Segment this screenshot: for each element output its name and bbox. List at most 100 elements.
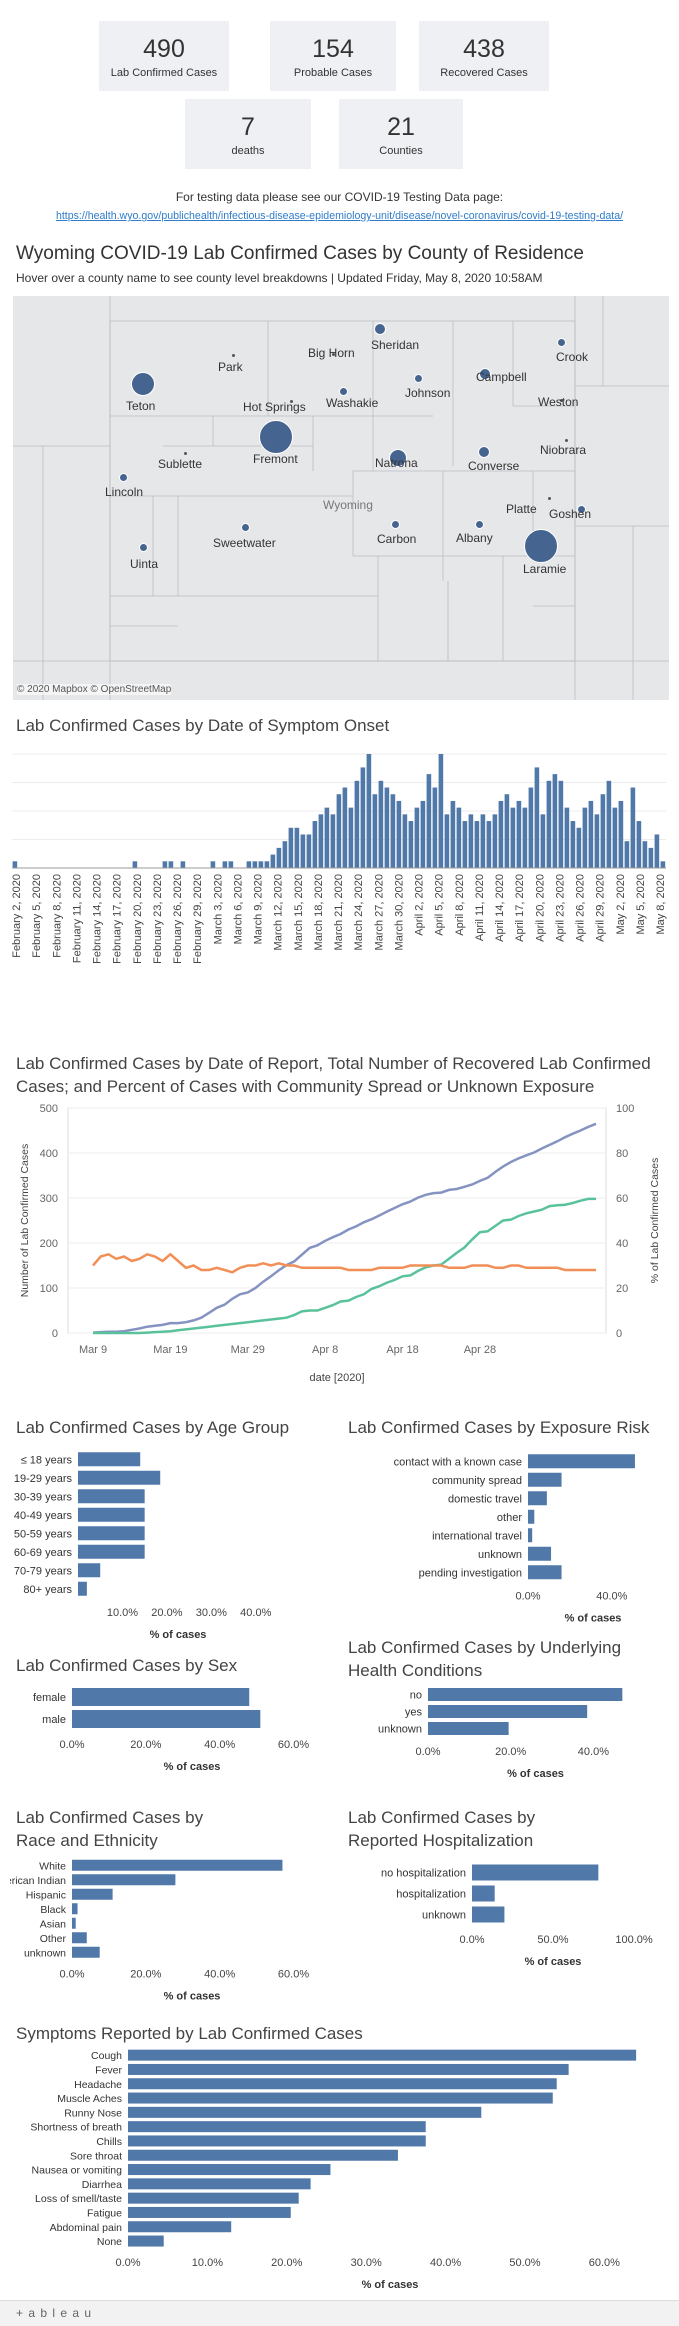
- county-bubble[interactable]: [331, 352, 335, 356]
- county-bubble[interactable]: [474, 519, 484, 529]
- county-bubble[interactable]: [138, 542, 148, 552]
- county-bubble[interactable]: [389, 449, 407, 467]
- category-label: Asian: [40, 1918, 66, 1930]
- category-label: contact with a known case: [394, 1456, 522, 1468]
- county-label[interactable]: Sheridan: [371, 338, 420, 352]
- chart-age-title: Lab Confirmed Cases by Age Group: [16, 1418, 290, 1437]
- county-bubble[interactable]: [390, 519, 400, 529]
- onset-bar: [264, 861, 270, 868]
- county-label[interactable]: Niobrara: [540, 443, 587, 457]
- map-subtitle: Hover over a county name to see county l…: [16, 271, 543, 285]
- bar: [528, 1528, 533, 1543]
- county-label[interactable]: Laramie: [523, 562, 567, 576]
- county-label[interactable]: Weston: [538, 395, 579, 409]
- county-label[interactable]: Sweetwater: [213, 536, 276, 550]
- county-label[interactable]: Campbell: [476, 370, 527, 384]
- y2-tick-label: 60: [616, 1193, 628, 1205]
- bar: [428, 1705, 588, 1718]
- category-label: Chills: [96, 2136, 122, 2148]
- county-label[interactable]: Johnson: [405, 386, 451, 400]
- onset-bar: [450, 800, 456, 868]
- x-tick-label: 20.0%: [271, 2257, 302, 2269]
- category-label: Runny Nose: [64, 2107, 122, 2119]
- onset-bar: [426, 774, 432, 868]
- county-label[interactable]: Crook: [556, 350, 589, 364]
- county-label[interactable]: Converse: [468, 459, 520, 473]
- county-label[interactable]: Teton: [126, 399, 156, 413]
- county-map[interactable]: Wyoming © 2020 Mapbox © OpenStreetMap Sh…: [13, 296, 669, 700]
- county-label[interactable]: Platte: [506, 502, 537, 516]
- county-label[interactable]: Natrona: [375, 456, 418, 470]
- county-bubble[interactable]: [559, 398, 563, 402]
- category-label: Muscle Aches: [57, 2093, 122, 2105]
- chart-symptoms-title: Symptoms Reported by Lab Confirmed Cases: [16, 2024, 363, 2043]
- kpi-label: Probable Cases: [293, 67, 373, 79]
- bar: [128, 2221, 232, 2233]
- county-bubble[interactable]: [131, 372, 155, 396]
- category-label: 60-69 years: [14, 1547, 73, 1559]
- county-bubble[interactable]: [240, 522, 250, 532]
- onset-tick-label: April 2, 2020: [414, 874, 426, 936]
- onset-bar: [564, 807, 570, 868]
- kpi-label: Recovered Cases: [440, 67, 528, 79]
- onset-tick-label: May 5, 2020: [635, 874, 647, 935]
- sex-chart: female male 0.0% 20.0% 40.0% 60.0% % of cases: [33, 1688, 309, 1773]
- onset-tick-label: March 30, 2020: [393, 874, 405, 950]
- county-bubble[interactable]: [524, 529, 558, 563]
- x-axis-title: % of cases: [150, 1629, 207, 1641]
- county-bubble[interactable]: [374, 323, 386, 335]
- county-label[interactable]: Albany: [456, 531, 493, 545]
- county-bubble[interactable]: [289, 399, 293, 403]
- county-label[interactable]: Carbon: [377, 532, 417, 546]
- county-label[interactable]: Washakie: [326, 396, 379, 410]
- category-label: domestic travel: [448, 1493, 522, 1505]
- tableau-logo[interactable]: + a b l e a u: [16, 2306, 93, 2320]
- onset-bar: [348, 807, 354, 868]
- onset-tick-label: February 23, 2020: [152, 874, 164, 964]
- onset-tick-label: February 29, 2020: [192, 874, 204, 964]
- county-bubble[interactable]: [338, 386, 348, 396]
- county-bubble[interactable]: [556, 337, 566, 347]
- onset-bar: [534, 767, 540, 868]
- x-axis-title: % of cases: [507, 1768, 564, 1780]
- category-label: 40-49 years: [14, 1510, 73, 1522]
- chart-race-title-text: Lab Confirmed Cases by Race and Ethnicit…: [16, 1808, 204, 1850]
- kpi-value: 490: [143, 35, 185, 63]
- county-label[interactable]: Hot Springs: [243, 400, 306, 414]
- exposure-risk-chart: contact with a known case community sprea…: [394, 1454, 635, 1625]
- county-bubble[interactable]: [547, 496, 551, 500]
- county-bubble[interactable]: [478, 446, 490, 458]
- category-label: None: [97, 2236, 122, 2248]
- county-bubble[interactable]: [576, 504, 586, 514]
- county-bubble[interactable]: [413, 373, 423, 383]
- onset-tick-label: March 9, 2020: [253, 874, 265, 944]
- onset-tick-label: March 24, 2020: [353, 874, 365, 950]
- onset-bar: [396, 800, 402, 868]
- county-label[interactable]: Fremont: [253, 452, 298, 466]
- bar: [78, 1507, 145, 1522]
- county-label[interactable]: Uinta: [130, 557, 159, 571]
- county-label[interactable]: Sublette: [158, 457, 203, 471]
- category-label: ≤ 18 years: [21, 1454, 73, 1466]
- category-label: Fever: [95, 2064, 122, 2076]
- testing-data-link[interactable]: https://health.wyo.gov/publichealth/infe…: [55, 210, 624, 222]
- category-label: unknown: [422, 1910, 466, 1922]
- county-label[interactable]: Goshen: [549, 507, 592, 521]
- county-bubble[interactable]: [259, 420, 293, 454]
- county-bubble[interactable]: [183, 451, 187, 455]
- county-bubble[interactable]: [118, 472, 128, 482]
- county-label[interactable]: Big Horn: [308, 346, 355, 360]
- category-label: 70-79 years: [14, 1565, 73, 1577]
- bar: [128, 2206, 291, 2218]
- county-bubble[interactable]: [479, 368, 491, 380]
- county-label[interactable]: Lincoln: [105, 485, 144, 499]
- county-bubble[interactable]: [231, 353, 235, 357]
- x-tick-label: 20.0%: [495, 1746, 526, 1758]
- county-label[interactable]: Park: [218, 360, 243, 374]
- bar: [128, 2235, 164, 2247]
- bar: [72, 1888, 113, 1900]
- x-axis-title: % of cases: [164, 1991, 221, 2003]
- county-bubble[interactable]: [564, 438, 568, 442]
- footer-bar: + a b l e a u: [0, 2300, 679, 2326]
- onset-tick-label: March 3, 2020: [212, 874, 224, 944]
